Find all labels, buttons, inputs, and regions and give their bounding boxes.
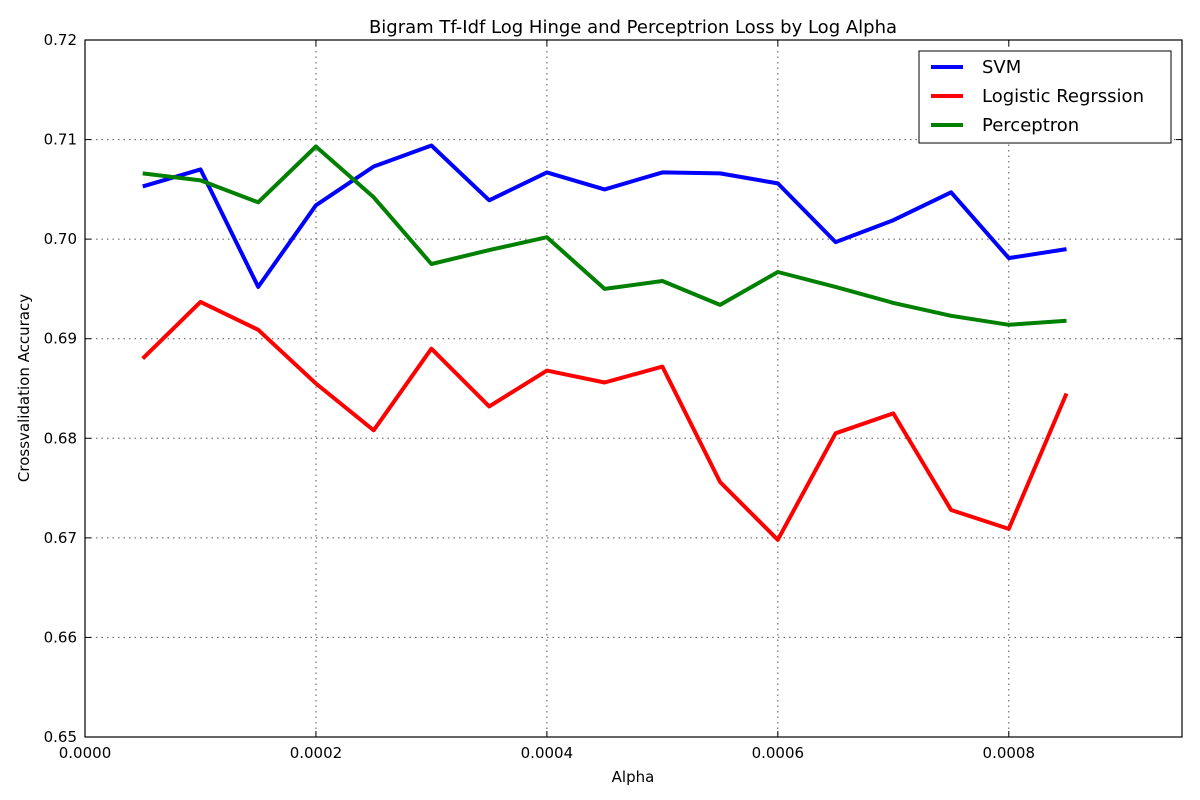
y-tick-label: 0.71	[44, 131, 77, 149]
x-tick-label: 0.0004	[521, 744, 574, 762]
y-tick-label: 0.65	[44, 728, 77, 746]
y-tick-label: 0.68	[44, 429, 77, 447]
y-tick-label: 0.70	[44, 230, 77, 248]
series-lines	[141, 143, 1069, 542]
legend-label-svm: SVM	[982, 57, 1021, 78]
series-line-logistic-regrssion	[141, 299, 1069, 542]
legend-label-perceptron: Perceptron	[982, 115, 1079, 136]
y-tick-label: 0.66	[44, 628, 77, 646]
y-axis-label: Crossvalidation Accuracy	[15, 294, 33, 482]
series-line-perceptron	[142, 144, 1067, 327]
legend-label-logistic-regrssion: Logistic Regrssion	[982, 86, 1144, 107]
x-axis-label: Alpha	[612, 768, 655, 786]
series-line-svm	[142, 143, 1067, 289]
y-tick-label: 0.67	[44, 529, 77, 547]
plot-frame	[84, 39, 1183, 738]
legend: SVM Logistic Regrssion Perceptron	[918, 50, 1172, 144]
y-tick-label: 0.72	[44, 31, 77, 49]
x-tick-label: 0.0008	[983, 744, 1036, 762]
x-tick-label: 0.0000	[59, 744, 112, 762]
chart-title: Bigram Tf-Idf Log Hinge and Perceptrion …	[369, 17, 897, 38]
x-tick-label: 0.0002	[290, 744, 343, 762]
y-tick-label: 0.69	[44, 330, 77, 348]
axis-ticks: 0.0000 0.0002 0.0004 0.0006 0.0008 0.65 0.66 0.…	[44, 31, 1182, 762]
x-tick-label: 0.0006	[752, 744, 805, 762]
